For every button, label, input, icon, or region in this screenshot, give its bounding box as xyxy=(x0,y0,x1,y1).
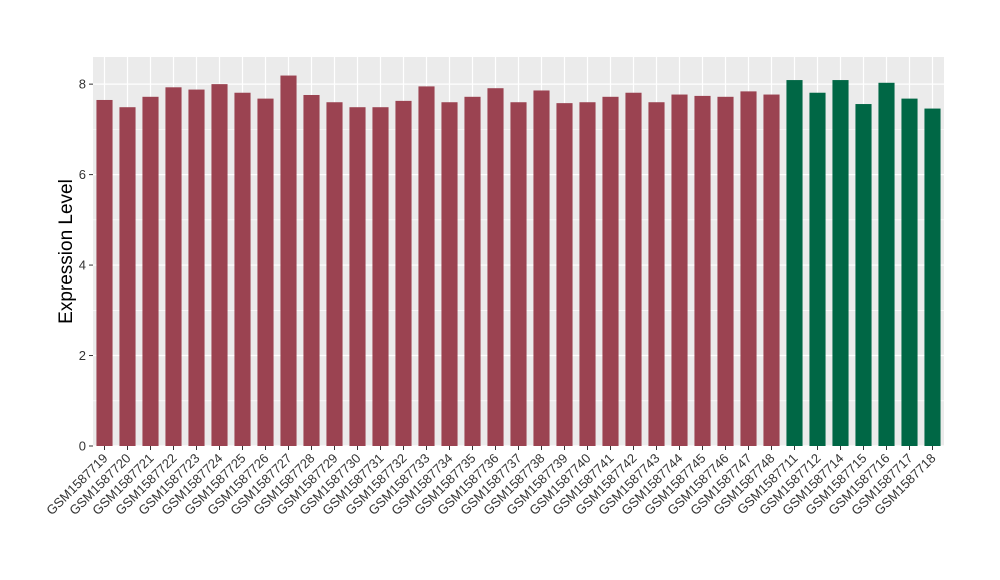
bar-GSM1587734 xyxy=(441,102,458,447)
bar-GSM1587740 xyxy=(579,102,596,447)
bar-GSM1587711 xyxy=(786,80,803,446)
y-tick-label: 0 xyxy=(79,439,86,454)
bar-GSM1587724 xyxy=(211,84,228,447)
bars xyxy=(96,75,941,447)
bar-GSM1587732 xyxy=(395,100,412,446)
bar-GSM1587738 xyxy=(533,90,550,446)
bar-GSM1587723 xyxy=(188,89,205,446)
bar-GSM1587731 xyxy=(372,107,389,447)
bar-GSM1587739 xyxy=(556,103,573,446)
y-tick-label: 6 xyxy=(79,167,86,182)
bar-GSM1587718 xyxy=(924,108,941,446)
bar-GSM1587744 xyxy=(671,94,688,446)
bar-GSM1587715 xyxy=(855,104,872,446)
bar-GSM1587712 xyxy=(809,92,826,447)
bar-GSM1587727 xyxy=(280,75,297,446)
y-axis: 0 2 4 6 8 xyxy=(79,77,93,454)
bar-GSM1587716 xyxy=(878,82,895,446)
bar-GSM1587737 xyxy=(510,102,527,447)
bar-GSM1587745 xyxy=(694,95,711,447)
bar-GSM1587726 xyxy=(257,98,274,446)
bar-GSM1587719 xyxy=(96,99,113,446)
y-tick-label: 8 xyxy=(79,77,86,92)
bar-GSM1587741 xyxy=(602,96,619,446)
bar-GSM1587743 xyxy=(648,102,665,447)
bar-GSM1587742 xyxy=(625,92,642,447)
bar-GSM1587735 xyxy=(464,96,481,446)
bar-GSM1587720 xyxy=(119,107,136,447)
bar-GSM1587725 xyxy=(234,92,251,447)
bar-GSM1587722 xyxy=(165,87,182,446)
y-tick-label: 4 xyxy=(79,258,86,273)
bar-GSM1587746 xyxy=(717,96,734,446)
bar-GSM1587717 xyxy=(901,98,918,446)
bar-GSM1587748 xyxy=(763,94,780,446)
x-axis: GSM1587719GSM1587720GSM1587721GSM1587722… xyxy=(43,446,939,518)
y-tick-label: 2 xyxy=(79,348,86,363)
bar-GSM1587733 xyxy=(418,86,435,447)
bar-GSM1587721 xyxy=(142,96,159,446)
bar-GSM1587730 xyxy=(349,107,366,447)
bar-GSM1587729 xyxy=(326,102,343,447)
bar-GSM1587714 xyxy=(832,80,849,446)
bar-GSM1587747 xyxy=(740,91,757,447)
bar-GSM1587728 xyxy=(303,94,320,446)
y-axis-title: Expression Level xyxy=(56,179,77,324)
bar-GSM1587736 xyxy=(487,88,504,447)
